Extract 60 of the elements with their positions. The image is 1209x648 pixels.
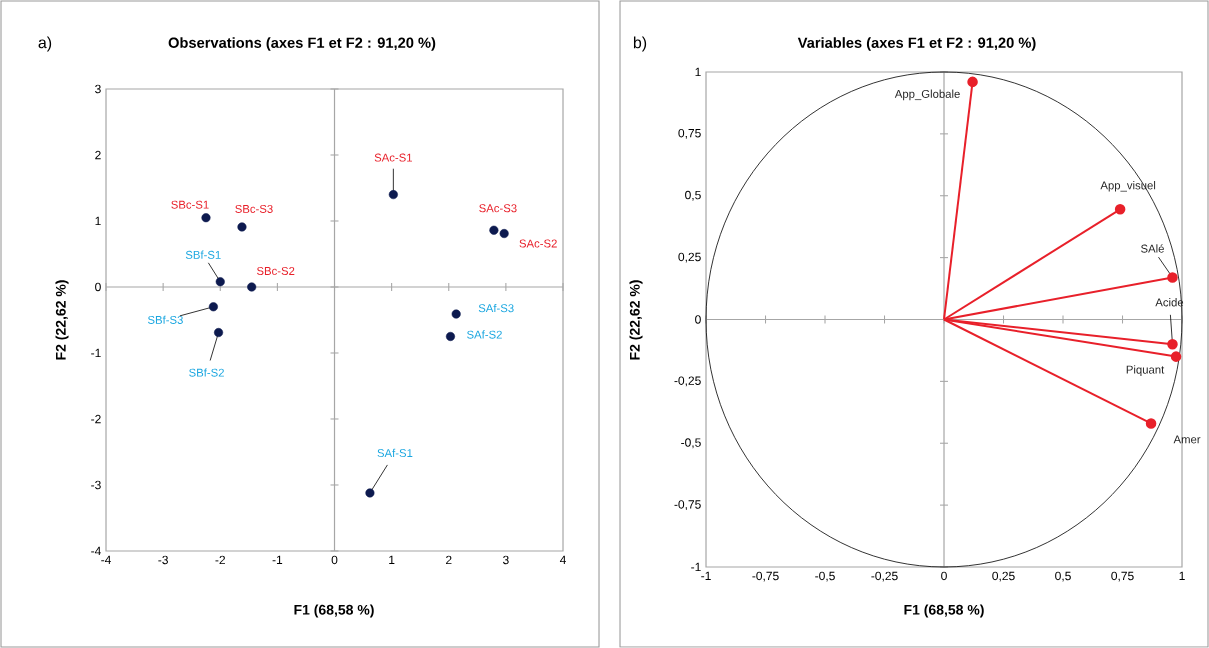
series-label: Amer xyxy=(1173,435,1201,444)
data-label: SAf-S1 xyxy=(377,448,413,458)
x-tick-label: 0 xyxy=(331,555,338,565)
x-tick-label: 0,5 xyxy=(1055,571,1071,582)
x-tick-label: -0,5 xyxy=(815,571,835,582)
data-label: SAc-S3 xyxy=(479,204,517,213)
series-label: SAlé xyxy=(1141,244,1164,253)
y-tick-label: 0,5 xyxy=(685,190,701,201)
x-tick-label: -0,25 xyxy=(871,571,898,582)
y-tick-label: -2 xyxy=(91,414,101,424)
y-axis-title: F2 (22,62 %) xyxy=(55,280,69,360)
x-tick-label: -1 xyxy=(701,571,711,580)
y-tick-label: -0,75 xyxy=(674,500,701,511)
x-tick-label: -3 xyxy=(158,555,168,565)
y-tick-label: -4 xyxy=(91,546,101,556)
y-tick-label: 0,75 xyxy=(678,128,701,139)
x-axis-title: F1 (68,58 %) xyxy=(294,604,374,618)
x-tick-label: -4 xyxy=(101,555,111,564)
data-label: SBf-S2 xyxy=(189,368,224,377)
y-tick-label: -0,25 xyxy=(674,376,701,387)
data-label: SBc-S2 xyxy=(256,266,295,275)
data-label: SBc-S3 xyxy=(235,204,273,213)
x-tick-label: 0,75 xyxy=(1111,571,1134,582)
x-tick-label: 0,25 xyxy=(992,571,1015,582)
y-tick-label: 2 xyxy=(95,150,101,160)
data-label: SAc-S2 xyxy=(519,239,557,248)
x-tick-label: 1 xyxy=(389,555,395,564)
y-tick-label: -3 xyxy=(91,480,101,490)
x-tick-label: 2 xyxy=(446,555,452,565)
y-tick-label: 0 xyxy=(695,315,701,324)
y-tick-label: 1 xyxy=(695,67,701,77)
chart-title: Variables (axes F1 et F2 : 91,20 %) xyxy=(797,37,1036,51)
x-tick-label: 4 xyxy=(559,555,566,564)
x-tick-label: 0 xyxy=(941,571,947,581)
data-label: SAf-S2 xyxy=(467,330,502,339)
x-tick-label: -2 xyxy=(215,555,225,565)
data-label: SAf-S3 xyxy=(478,303,514,313)
x-tick-label: 1 xyxy=(1179,571,1185,580)
y-tick-label: 0 xyxy=(95,282,101,292)
x-axis-title: F1 (68,58 %) xyxy=(904,604,984,618)
data-label: SBc-S1 xyxy=(171,200,209,209)
x-tick-label: -1 xyxy=(272,555,283,564)
data-label: SBf-S3 xyxy=(147,315,183,324)
y-tick-label: -1 xyxy=(91,348,101,358)
y-tick-label: 0,25 xyxy=(678,252,701,263)
y-axis-title: F2 (22,62 %) xyxy=(629,280,643,360)
y-tick-label: 3 xyxy=(95,84,101,94)
series-label: Piquant xyxy=(1126,365,1165,376)
series-label: App_Globale xyxy=(894,89,960,101)
text: a) xyxy=(38,36,52,52)
chart-title: Observations (axes F1 et F2 : 91,20 %) xyxy=(168,37,436,51)
x-tick-label: -0,75 xyxy=(752,571,779,582)
x-tick-label: 3 xyxy=(503,555,509,565)
y-tick-label: 1 xyxy=(95,216,101,226)
y-tick-label: -1 xyxy=(691,562,701,572)
text: b) xyxy=(633,36,647,52)
y-tick-label: -0,5 xyxy=(681,438,701,449)
series-label: App_visuel xyxy=(1100,181,1156,192)
data-label: SBf-S1 xyxy=(185,250,221,259)
data-label: SAc-S1 xyxy=(374,153,413,162)
